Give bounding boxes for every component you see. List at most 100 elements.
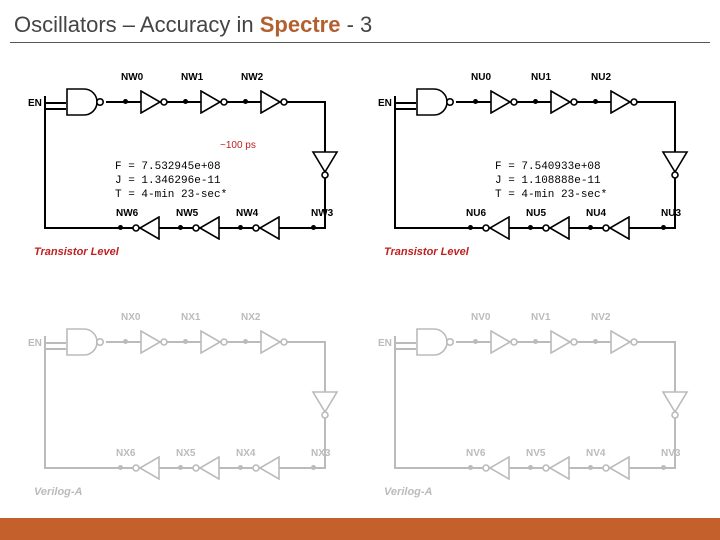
inverter-icon (310, 390, 340, 420)
wire (394, 342, 416, 344)
node-dot (183, 339, 188, 344)
inverter-icon (490, 330, 520, 354)
wire (394, 348, 416, 350)
title-suffix: - 3 (340, 12, 372, 37)
label-nw2: NW2 (241, 72, 263, 83)
wire (44, 102, 66, 104)
wire (44, 348, 46, 468)
label-nu3: NU3 (661, 208, 681, 219)
node-dot (243, 339, 248, 344)
wire (394, 348, 396, 468)
label-nu0: NU0 (471, 72, 491, 83)
level-label: Verilog-A (384, 486, 433, 498)
title-underline (10, 42, 710, 43)
node-dot (661, 465, 666, 470)
inverter-icon (550, 90, 580, 114)
inverter-icon (200, 330, 230, 354)
inverter-icon (190, 216, 220, 240)
wire (394, 102, 416, 104)
inverter-icon (130, 216, 160, 240)
label-nw0: NW0 (121, 72, 143, 83)
inverter-icon (190, 456, 220, 480)
circuit-top_right: ENNU0NU1NU2NU6NU5NU4NU3Transistor Level (380, 60, 710, 260)
wire (44, 108, 46, 228)
inverter-icon (140, 330, 170, 354)
wire (44, 467, 326, 469)
node-dot (588, 465, 593, 470)
node-dot (533, 99, 538, 104)
inverter-icon (490, 90, 520, 114)
circuit-bot_left: ENNX0NX1NX2NX6NX5NX4NX3Verilog-A (30, 300, 360, 500)
wire (44, 108, 66, 110)
label-nw1: NW1 (181, 72, 203, 83)
node-dot (243, 99, 248, 104)
node-dot (311, 465, 316, 470)
node-dot (118, 225, 123, 230)
inverter-icon (600, 456, 630, 480)
inverter-icon (130, 456, 160, 480)
label-nv3: NV3 (661, 448, 680, 459)
label-nu2: NU2 (591, 72, 611, 83)
node-dot (183, 99, 188, 104)
node-dot (178, 225, 183, 230)
label-nv1: NV1 (531, 312, 550, 323)
inverter-icon (200, 90, 230, 114)
wire (394, 108, 416, 110)
wire (44, 342, 66, 344)
en-label: EN (28, 98, 42, 109)
label-nx2: NX2 (241, 312, 260, 323)
wire (44, 348, 66, 350)
inverter-icon (250, 216, 280, 240)
label-nx1: NX1 (181, 312, 200, 323)
level-label: Transistor Level (384, 246, 469, 258)
inverter-icon (610, 330, 640, 354)
node-dot (588, 225, 593, 230)
nand-gate (66, 88, 106, 116)
label-nv2: NV2 (591, 312, 610, 323)
node-dot (533, 339, 538, 344)
node-dot (468, 225, 473, 230)
en-label: EN (28, 338, 42, 349)
node-dot (593, 339, 598, 344)
node-dot (178, 465, 183, 470)
label-nu1: NU1 (531, 72, 551, 83)
inverter-icon (310, 150, 340, 180)
inverter-icon (660, 390, 690, 420)
circuit-top_left: ENNW0NW1NW2NW6NW5NW4NW3Transistor Level (30, 60, 360, 260)
node-dot (528, 465, 533, 470)
node-dot (468, 465, 473, 470)
wire (394, 108, 396, 228)
label-nw3: NW3 (311, 208, 333, 219)
title-spectre: Spectre (260, 12, 341, 37)
inverter-icon (540, 216, 570, 240)
wire (44, 227, 326, 229)
inverter-icon (250, 456, 280, 480)
inverter-icon (610, 90, 640, 114)
node-dot (473, 99, 478, 104)
circuit-bot_right: ENNV0NV1NV2NV6NV5NV4NV3Verilog-A (380, 300, 710, 500)
inverter-icon (660, 150, 690, 180)
inverter-icon (600, 216, 630, 240)
node-dot (238, 225, 243, 230)
inverter-icon (480, 216, 510, 240)
en-label: EN (378, 338, 392, 349)
wire (394, 227, 676, 229)
node-dot (123, 339, 128, 344)
node-dot (238, 465, 243, 470)
nand-gate (416, 328, 456, 356)
nand-gate (66, 328, 106, 356)
label-nv0: NV0 (471, 312, 490, 323)
inverter-icon (480, 456, 510, 480)
title-prefix: Oscillators – Accuracy in (14, 12, 260, 37)
label-nx0: NX0 (121, 312, 140, 323)
inverter-icon (260, 330, 290, 354)
inverter-icon (550, 330, 580, 354)
inverter-icon (260, 90, 290, 114)
nand-gate (416, 88, 456, 116)
node-dot (473, 339, 478, 344)
inverter-icon (140, 90, 170, 114)
level-label: Transistor Level (34, 246, 119, 258)
level-label: Verilog-A (34, 486, 83, 498)
node-dot (528, 225, 533, 230)
node-dot (118, 465, 123, 470)
